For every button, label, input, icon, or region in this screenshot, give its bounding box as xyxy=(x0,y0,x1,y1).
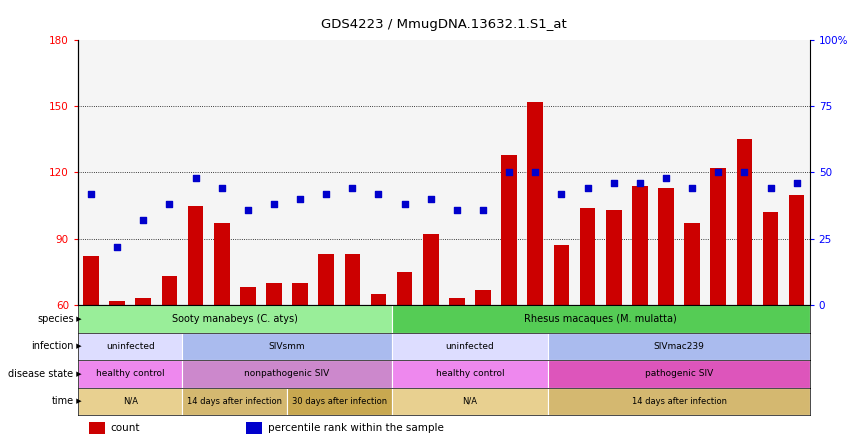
Point xyxy=(423,195,437,202)
Point xyxy=(241,206,255,213)
Text: ▶: ▶ xyxy=(74,371,82,377)
Bar xyxy=(183,388,287,415)
Point xyxy=(580,185,594,192)
Text: SIVsmm: SIVsmm xyxy=(268,342,306,351)
Bar xyxy=(548,388,810,415)
Bar xyxy=(423,234,438,305)
Bar xyxy=(240,287,255,305)
Point xyxy=(685,185,699,192)
Point xyxy=(554,190,568,197)
Bar xyxy=(606,210,622,305)
Point xyxy=(764,185,778,192)
Bar xyxy=(632,186,648,305)
Bar xyxy=(658,188,674,305)
Text: 30 days after infection: 30 days after infection xyxy=(292,397,387,406)
Bar xyxy=(109,301,125,305)
Text: healthy control: healthy control xyxy=(96,369,165,378)
Text: N/A: N/A xyxy=(462,397,477,406)
Bar xyxy=(78,333,183,360)
Text: uninfected: uninfected xyxy=(446,342,494,351)
Bar xyxy=(183,333,391,360)
Point xyxy=(790,179,804,186)
Text: N/A: N/A xyxy=(123,397,138,406)
Text: time: time xyxy=(51,396,74,406)
Point xyxy=(346,185,359,192)
Bar xyxy=(736,139,753,305)
Point xyxy=(163,201,177,208)
Bar xyxy=(391,388,548,415)
Bar xyxy=(548,333,810,360)
Point xyxy=(397,201,411,208)
Bar xyxy=(391,333,548,360)
Text: healthy control: healthy control xyxy=(436,369,504,378)
Point xyxy=(633,179,647,186)
Text: uninfected: uninfected xyxy=(106,342,155,351)
Bar xyxy=(78,388,183,415)
Bar xyxy=(710,168,726,305)
Bar xyxy=(789,194,805,305)
Point xyxy=(84,190,98,197)
Point xyxy=(215,185,229,192)
Bar xyxy=(319,254,334,305)
Bar xyxy=(371,294,386,305)
Bar xyxy=(397,272,412,305)
Bar xyxy=(553,246,569,305)
Bar xyxy=(527,102,543,305)
Point xyxy=(476,206,490,213)
Text: SIVmac239: SIVmac239 xyxy=(654,342,704,351)
Text: nonpathogenic SIV: nonpathogenic SIV xyxy=(244,369,330,378)
Bar xyxy=(684,223,700,305)
Point xyxy=(502,169,516,176)
Text: percentile rank within the sample: percentile rank within the sample xyxy=(268,423,444,433)
Point xyxy=(320,190,333,197)
Bar xyxy=(214,223,229,305)
Text: pathogenic SIV: pathogenic SIV xyxy=(645,369,714,378)
Text: GDS4223 / MmugDNA.13632.1.S1_at: GDS4223 / MmugDNA.13632.1.S1_at xyxy=(321,18,566,31)
Bar xyxy=(345,254,360,305)
Bar xyxy=(548,360,810,388)
Point xyxy=(110,243,124,250)
Text: infection: infection xyxy=(31,341,74,351)
Bar xyxy=(246,422,262,434)
Text: species: species xyxy=(37,314,74,324)
Bar xyxy=(83,257,99,305)
Point xyxy=(294,195,307,202)
Point xyxy=(450,206,464,213)
Bar xyxy=(501,155,517,305)
Bar xyxy=(292,283,308,305)
Point xyxy=(528,169,542,176)
Point xyxy=(267,201,281,208)
Bar xyxy=(188,206,204,305)
Bar xyxy=(391,360,548,388)
Bar xyxy=(135,298,151,305)
Bar xyxy=(78,360,183,388)
Point xyxy=(738,169,752,176)
Bar xyxy=(391,305,810,333)
Bar xyxy=(763,212,779,305)
Text: count: count xyxy=(111,423,140,433)
Bar xyxy=(579,208,596,305)
Point xyxy=(372,190,385,197)
Bar xyxy=(287,388,391,415)
Bar xyxy=(475,289,491,305)
Text: ▶: ▶ xyxy=(74,343,82,349)
Text: 14 days after infection: 14 days after infection xyxy=(187,397,282,406)
Text: Rhesus macaques (M. mulatta): Rhesus macaques (M. mulatta) xyxy=(524,314,677,324)
Point xyxy=(189,174,203,181)
Bar xyxy=(449,298,465,305)
Text: ▶: ▶ xyxy=(74,316,82,322)
Bar xyxy=(183,360,391,388)
Point xyxy=(607,179,621,186)
Point xyxy=(659,174,673,181)
Point xyxy=(136,217,150,224)
Bar xyxy=(78,305,391,333)
Bar xyxy=(162,276,178,305)
Point xyxy=(711,169,725,176)
Text: 14 days after infection: 14 days after infection xyxy=(631,397,727,406)
Text: disease state: disease state xyxy=(9,369,74,379)
Bar xyxy=(266,283,281,305)
Text: ▶: ▶ xyxy=(74,398,82,404)
Bar xyxy=(89,422,105,434)
Text: Sooty manabeys (C. atys): Sooty manabeys (C. atys) xyxy=(171,314,298,324)
